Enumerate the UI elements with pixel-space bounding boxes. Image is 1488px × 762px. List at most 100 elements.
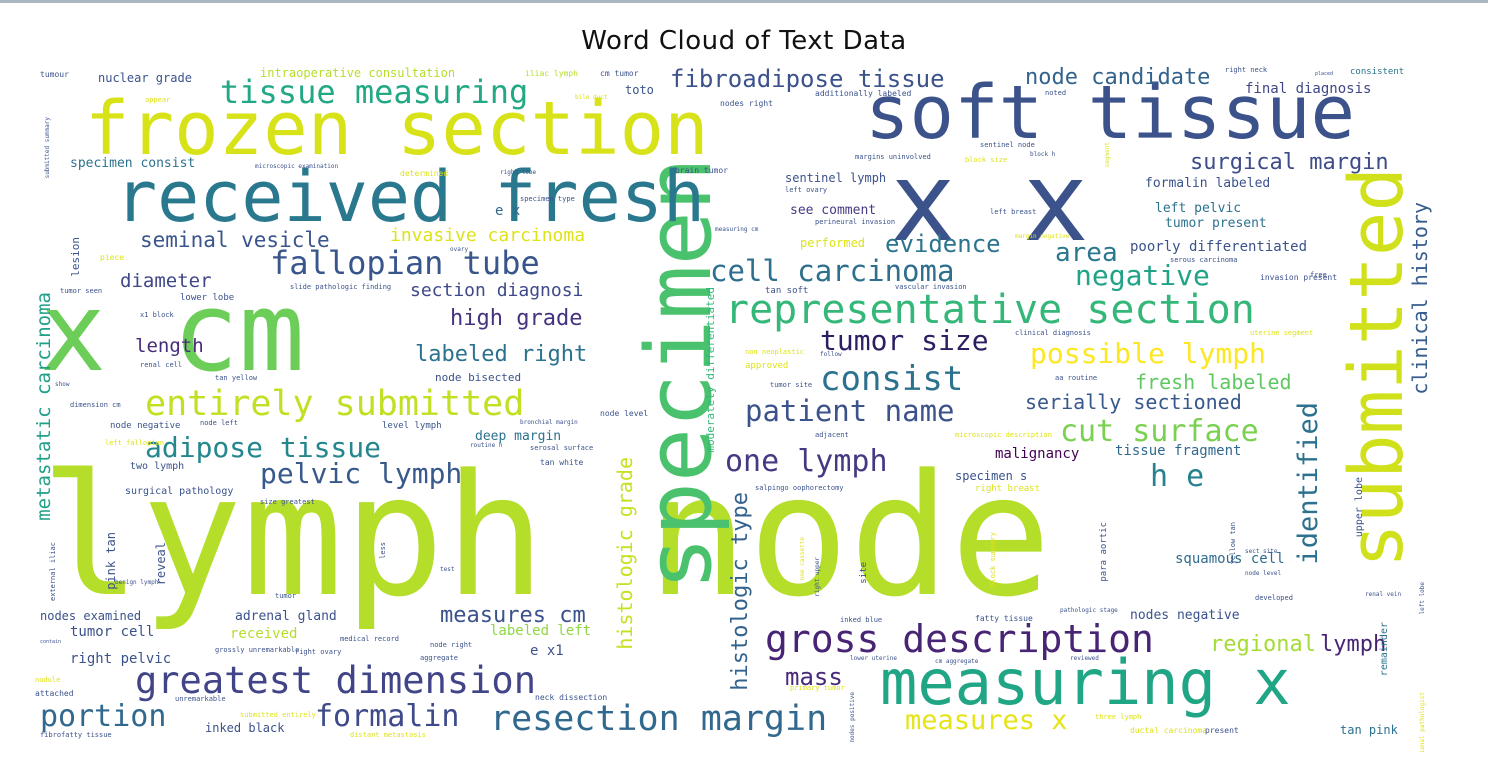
cloud-word: tumor xyxy=(275,593,296,600)
cloud-word: neck dissection xyxy=(535,694,607,702)
cloud-word: high grade xyxy=(450,308,582,330)
cloud-word: contain xyxy=(40,640,61,645)
cloud-word: right pelvic xyxy=(70,652,171,666)
cloud-word: lymph node xyxy=(40,452,1051,620)
cloud-word: node bisected xyxy=(435,372,521,383)
cloud-word: node level xyxy=(600,410,648,418)
cloud-word: histologic grade xyxy=(615,457,635,650)
cloud-word: three lymph xyxy=(1095,714,1141,721)
cloud-word: free xyxy=(1310,272,1327,279)
cloud-word: adrenal gland xyxy=(235,610,337,623)
cloud-word: tissue measuring xyxy=(220,76,528,108)
cloud-word: submitted summary xyxy=(45,117,51,178)
cloud-word: identified xyxy=(1295,402,1322,565)
cloud-word: appear xyxy=(145,97,170,104)
cloud-word: entirely submitted xyxy=(145,387,524,422)
cloud-word: pelvic lymph xyxy=(260,460,462,488)
cloud-word: distant metastasis xyxy=(350,732,426,739)
cloud-word: tan yellow xyxy=(215,375,257,382)
cloud-word: tan soft xyxy=(765,287,808,296)
cloud-word: left fallopian xyxy=(105,440,164,447)
cloud-word: determined xyxy=(400,170,448,178)
cloud-word: formalin xyxy=(315,702,460,732)
cloud-word: clinical history xyxy=(1410,202,1430,395)
cloud-word: formalin labeled xyxy=(1145,177,1270,190)
cloud-word: node negative xyxy=(110,422,180,431)
cloud-word: yellow tan xyxy=(1230,522,1237,564)
top-border xyxy=(0,0,1488,3)
cloud-word: diameter xyxy=(120,272,212,291)
cloud-word: moderately differentiated xyxy=(705,287,716,453)
cloud-word: aggregate xyxy=(420,655,458,662)
cloud-word: show xyxy=(55,382,69,388)
cloud-word: lesion xyxy=(70,237,81,277)
cloud-word: e x xyxy=(495,204,520,218)
cloud-word: aa routine xyxy=(1055,375,1097,382)
cloud-word: microscopic description xyxy=(955,432,1052,439)
cloud-word: consistent xyxy=(1350,68,1404,77)
cloud-word: one cassette xyxy=(800,537,806,580)
cloud-word: salpingo oophorectomy xyxy=(755,485,844,492)
cloud-word: lower uterine xyxy=(850,656,897,662)
cloud-word: left ovary xyxy=(785,187,827,194)
cloud-word: node right xyxy=(430,642,472,649)
cloud-word: additionally labeled xyxy=(815,90,911,98)
cloud-word: measuring cm xyxy=(715,227,758,233)
cloud-word: developed xyxy=(1255,595,1293,602)
cloud-word: sentinel node xyxy=(980,142,1035,149)
cloud-word: renal cell xyxy=(140,362,182,369)
cloud-word: nodes right xyxy=(720,100,773,108)
cloud-word: tumor site xyxy=(770,382,812,389)
cloud-word: cell carcinoma xyxy=(710,257,954,286)
cloud-word: fibroadipose tissue xyxy=(670,67,945,91)
cloud-word: attached xyxy=(35,690,74,698)
cloud-word: serous carcinoma xyxy=(1170,257,1237,264)
cloud-word: pathologic stage xyxy=(1060,608,1118,614)
cloud-word: greatest dimension xyxy=(135,662,536,699)
cloud-word: resection margin xyxy=(490,702,827,737)
cloud-word: tan pink xyxy=(1340,724,1398,736)
cloud-word: clinical diagnosis xyxy=(1015,330,1091,337)
cloud-word: additional pathologist xyxy=(1420,692,1426,752)
cloud-word: nodule xyxy=(35,677,60,684)
cloud-word: malignancy xyxy=(995,447,1079,461)
cloud-word: cm tumor xyxy=(600,70,639,78)
cloud-word: tumor present xyxy=(1165,217,1267,230)
cloud-word: remainder xyxy=(1380,622,1390,676)
cloud-word: h e xyxy=(1150,462,1204,492)
cloud-word: ovary xyxy=(450,247,468,253)
cloud-word: tumor cell xyxy=(70,625,154,639)
cloud-word: surgical pathology xyxy=(125,487,233,497)
cloud-word: possible lymph xyxy=(1030,340,1266,368)
cloud-word: para aortic xyxy=(1100,522,1109,582)
cloud-word: nodes examined xyxy=(40,610,141,622)
cloud-word: left breast xyxy=(990,209,1036,216)
cloud-word: sentinel lymph xyxy=(785,172,886,184)
cloud-word: regional xyxy=(1210,634,1316,656)
cloud-word: ductal carcinoma xyxy=(1130,727,1207,735)
cloud-word: brain tumor xyxy=(675,167,728,175)
cloud-word: non neoplastic xyxy=(745,349,804,356)
cloud-word: bile duct xyxy=(575,95,608,101)
cloud-word: follow xyxy=(820,352,842,358)
cloud-word: representative section xyxy=(725,290,1255,330)
cloud-word: iliac lymph xyxy=(525,70,578,78)
cloud-word: fresh labeled xyxy=(1135,372,1292,392)
cloud-word: right upper xyxy=(815,557,821,597)
cloud-word: inked black xyxy=(205,722,284,734)
cloud-word: lymph xyxy=(1320,634,1386,656)
cloud-word: lower lobe xyxy=(180,294,234,303)
cloud-word: right lobe xyxy=(500,170,536,176)
cloud-word: segment xyxy=(1105,142,1111,167)
cloud-word: bronchial margin xyxy=(520,420,578,426)
cloud-word: one lymph xyxy=(725,447,888,477)
cloud-word: nuclear grade xyxy=(98,72,192,84)
cloud-word: unremarkable xyxy=(175,696,226,703)
cloud-word: histologic type xyxy=(730,492,752,691)
cloud-word: patient name xyxy=(745,397,955,426)
cloud-word: toto xyxy=(625,84,654,96)
cloud-word: node left xyxy=(200,420,238,427)
cloud-word: microscopic examination xyxy=(255,164,338,170)
cloud-word: specimen s xyxy=(955,470,1027,482)
cloud-word: reviewed xyxy=(1070,656,1099,662)
